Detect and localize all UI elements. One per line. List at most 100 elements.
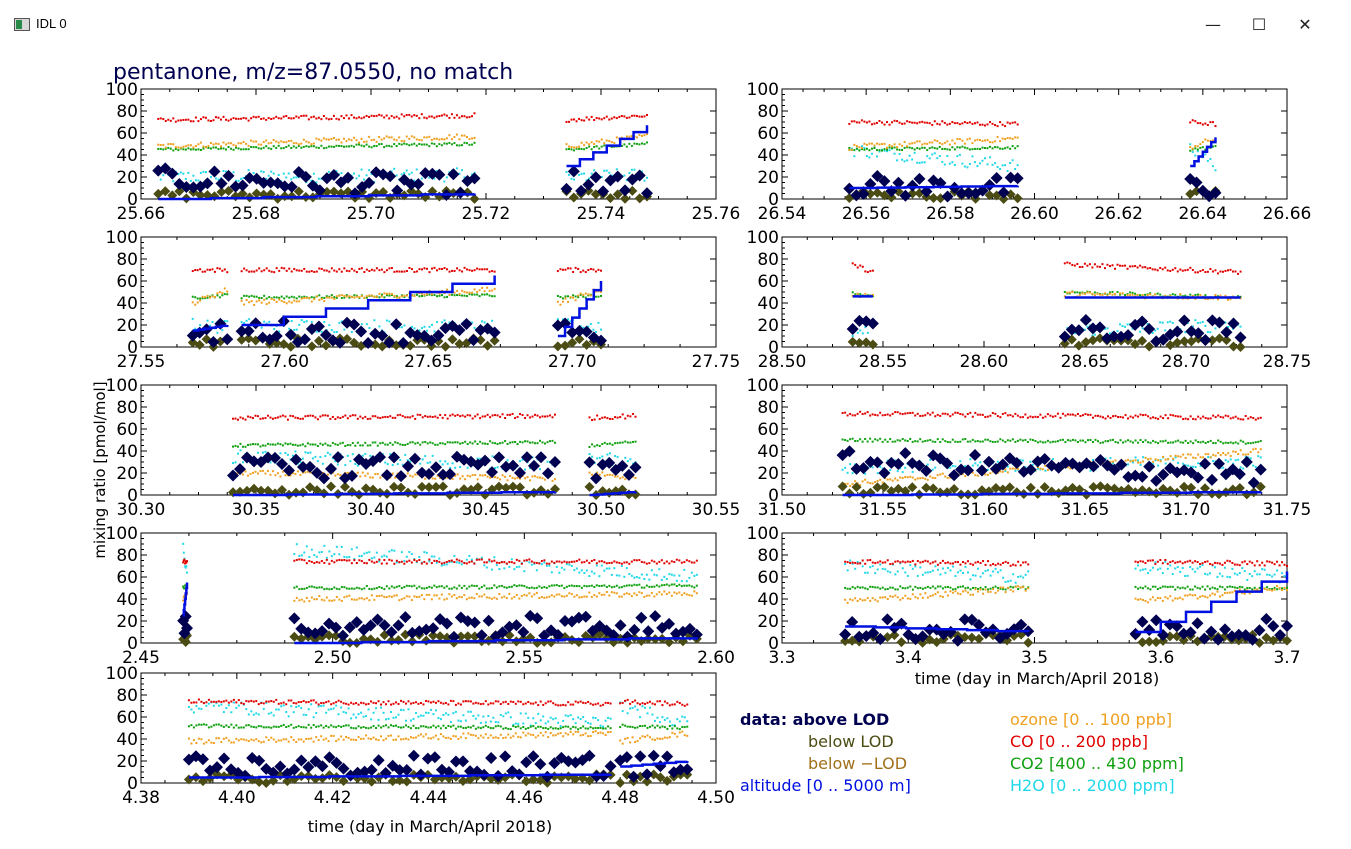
ozone-point <box>526 476 529 479</box>
co-point <box>680 561 683 564</box>
co-point <box>262 117 265 120</box>
minimize-button[interactable]: — <box>1205 15 1221 34</box>
co2-point <box>395 295 398 298</box>
h2o-point <box>646 176 648 179</box>
co-point <box>541 415 544 418</box>
above-lod-point <box>493 451 505 464</box>
co2-point <box>390 145 393 148</box>
co2-point <box>458 294 461 297</box>
ozone-point <box>380 295 383 298</box>
co-point <box>1167 417 1170 420</box>
co-point <box>1224 414 1227 417</box>
co-point <box>184 118 187 121</box>
y-tick-label: 80 <box>757 398 779 418</box>
co2-point <box>410 585 413 588</box>
co-point <box>458 269 461 272</box>
co2-point <box>260 147 263 150</box>
h2o-point <box>159 178 162 181</box>
co-point <box>863 120 866 123</box>
ozone-point <box>1162 455 1165 458</box>
co2-point <box>331 441 334 444</box>
ozone-point <box>883 142 886 145</box>
h2o-point <box>1108 332 1111 335</box>
ozone-point <box>555 593 558 596</box>
maximize-button[interactable]: ☐ <box>1251 15 1267 34</box>
co2-point <box>876 439 879 442</box>
ozone-point <box>371 476 374 479</box>
below-lod-point <box>847 336 858 347</box>
above-lod-point <box>1190 176 1203 189</box>
h2o-point <box>491 455 494 458</box>
h2o-point <box>655 574 658 577</box>
ozone-point <box>1154 458 1157 461</box>
co2-point <box>456 294 459 297</box>
h2o-point <box>943 163 946 166</box>
ozone-point <box>1088 291 1091 294</box>
co-point <box>693 561 696 564</box>
co-point <box>260 117 263 120</box>
co-point <box>640 115 643 118</box>
co2-point <box>189 148 192 151</box>
below-lod-point <box>907 482 918 493</box>
co-point <box>192 120 195 123</box>
co2-point <box>906 146 909 149</box>
co-point <box>1009 122 1012 125</box>
co2-point <box>1122 441 1125 444</box>
h2o-point <box>390 170 393 173</box>
below-lod-point <box>568 192 579 203</box>
co2-point <box>896 439 899 442</box>
co2-point <box>280 147 283 150</box>
co2-point <box>1197 440 1200 443</box>
above-lod-point <box>616 459 629 472</box>
co2-point <box>578 585 581 588</box>
close-button[interactable]: ✕ <box>1298 15 1312 34</box>
h2o-point <box>690 571 693 574</box>
h2o-point <box>1139 330 1142 333</box>
co2-point <box>354 444 357 447</box>
h2o-point <box>1109 457 1112 460</box>
above-lod-point <box>283 464 295 477</box>
co2-point <box>230 147 233 150</box>
ozone-point <box>539 476 542 479</box>
co-point <box>298 558 301 561</box>
co2-point <box>582 295 585 298</box>
ozone-point <box>590 141 593 144</box>
co2-point <box>1124 293 1127 296</box>
co2-point <box>1081 439 1084 442</box>
h2o-point <box>1211 165 1214 168</box>
ozone-point <box>488 289 491 292</box>
co-point <box>468 269 471 272</box>
ozone-point <box>330 137 333 140</box>
co2-point <box>1222 442 1225 445</box>
co2-point <box>423 143 426 146</box>
co-point <box>270 270 273 273</box>
h2o-point <box>616 455 619 458</box>
co2-point <box>268 296 271 299</box>
h2o-point <box>573 178 576 181</box>
ozone-point <box>242 141 245 144</box>
co-point <box>199 268 202 271</box>
co2-point <box>1054 440 1057 443</box>
above-lod-point <box>346 469 358 482</box>
h2o-point <box>563 568 566 571</box>
co2-point <box>616 442 619 445</box>
ozone-point <box>984 473 987 476</box>
co2-point <box>395 145 398 148</box>
h2o-point <box>441 321 444 324</box>
h2o-point <box>558 571 561 574</box>
above-lod-point <box>395 470 407 483</box>
co2-point <box>508 586 511 589</box>
co-point <box>534 413 537 416</box>
ozone-point <box>1004 138 1007 141</box>
x-tick-label: 2.55 <box>505 648 543 668</box>
ozone-point <box>944 475 947 478</box>
ozone-point <box>254 470 257 473</box>
co-point <box>399 413 402 416</box>
co2-point <box>643 586 646 589</box>
co2-point <box>1049 441 1052 444</box>
ozone-point <box>240 142 243 145</box>
co-point <box>320 118 323 121</box>
co2-point <box>963 146 966 149</box>
co2-point <box>572 294 575 297</box>
ozone-point <box>871 482 874 485</box>
